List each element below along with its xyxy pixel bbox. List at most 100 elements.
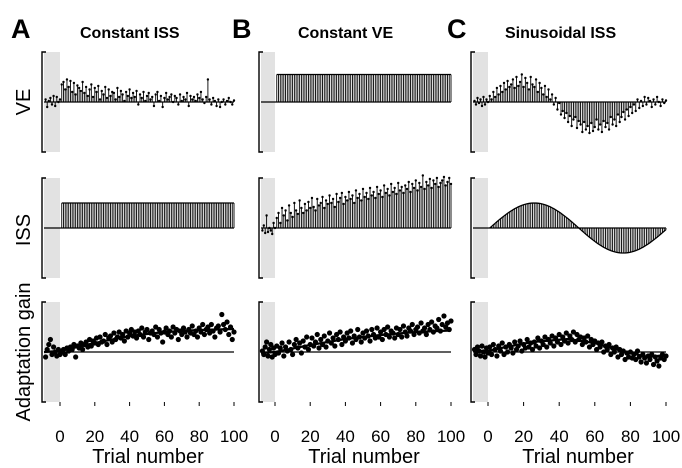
stem-tip-a-0-4	[65, 78, 69, 81]
stem-tip-b-1-36	[337, 200, 340, 204]
stem-tip-b-1-54	[368, 186, 372, 190]
stem-tip-a-0-40	[128, 88, 131, 91]
stem-tip-c-0-49	[574, 115, 577, 119]
stem-tip-b-1-72	[400, 185, 403, 189]
stem-tip-a-0--2	[55, 95, 58, 99]
point-b-96	[441, 313, 447, 319]
row-label-ve: VE	[13, 89, 35, 116]
stem-tip-a-0-74	[187, 104, 190, 108]
stem-tip-c-0-26	[533, 85, 536, 89]
stem-tip-c-0-25	[531, 83, 534, 86]
stem-tip-c-0-23	[527, 88, 531, 91]
stem-tip-a-0-54	[152, 104, 156, 108]
axes-layer	[41, 51, 475, 403]
stem-tip-c-0-92	[650, 105, 653, 109]
point-b-43	[348, 328, 354, 334]
stem-tip-b-1-63	[384, 191, 388, 195]
point-a-48	[140, 334, 147, 340]
row-label-iss: ISS	[13, 214, 35, 246]
stem-tip-b-1-82	[418, 181, 421, 185]
stem-tip-b-1-31	[328, 194, 331, 197]
stem-tip-c-0-67	[606, 121, 609, 125]
x-tick-label-b-20: 20	[301, 427, 320, 446]
stem-tip-c-0-72	[614, 124, 618, 128]
stem-tip-b-1-26	[319, 201, 322, 205]
point-b-64	[385, 324, 391, 330]
stem-tip-a-0-67	[175, 96, 178, 100]
stem-tip-c-0-64	[600, 130, 604, 134]
stem-tip-a-0-94	[222, 98, 225, 101]
row-label-adaptation-gain: Adaptation gain	[13, 282, 35, 421]
point-b-21	[309, 335, 315, 341]
stem-tip-a-0-53	[151, 95, 154, 99]
stem-tip-b-1-8	[287, 204, 291, 207]
stem-tip-c-0-57	[588, 131, 591, 135]
stem-tip-c-0-15	[513, 86, 516, 90]
stem-tip-a-0--7	[47, 99, 50, 103]
stem-tip-c-0-70	[611, 123, 614, 126]
stem-tip-b-1-58	[375, 185, 379, 189]
point-b-52	[363, 328, 370, 334]
point-a-3	[62, 351, 68, 358]
stem-tip-a-0-59	[161, 105, 164, 109]
panel-letter-b: B	[232, 14, 252, 44]
stem-tip-b-1--5	[266, 230, 270, 234]
stem-tip-c-0-36	[550, 93, 554, 96]
point-c-5	[494, 353, 500, 359]
point-b-15	[298, 350, 304, 356]
stem-tip-c-0-58	[590, 121, 593, 125]
stem-tip-a-0-82	[201, 98, 204, 101]
point-b--3	[268, 341, 274, 348]
stem-tip-c-0-85	[638, 106, 641, 110]
stem-tip-c-0-100	[664, 99, 668, 102]
point-b-47	[355, 326, 361, 333]
stem-tip-a-0-45	[137, 103, 140, 106]
stem-tip-b-1-71	[398, 189, 402, 192]
stem-tip-a-0-84	[204, 95, 208, 99]
point-c-64	[599, 339, 605, 345]
point-c-95	[654, 358, 660, 364]
stem-tip-b-1-28	[323, 206, 326, 210]
stem-tip-a-0-58	[159, 94, 163, 98]
stem-tip-b-1-37	[338, 196, 342, 200]
stem-tip-b-1-48	[358, 192, 361, 196]
x-tick-label-b-40: 40	[336, 427, 355, 446]
stem-tip-b-1-52	[365, 191, 368, 195]
stem-tip-a-0-3	[64, 88, 67, 91]
x-tick-label-b-0: 0	[270, 427, 279, 446]
point-a-27	[104, 341, 110, 348]
stem-tip-b-1-38	[340, 191, 344, 195]
stem-tip-a-0-65	[171, 100, 175, 104]
point-a-82	[200, 321, 206, 328]
stem-tip-c-0-61	[595, 118, 598, 121]
stem-tip-b-1-59	[377, 192, 381, 196]
stem-tip-c-0-95	[655, 95, 659, 99]
point-b--5	[265, 353, 271, 359]
stem-tip-b-1-92	[435, 176, 439, 180]
stem-tip-b-1-34	[333, 205, 337, 209]
stem-tip-c-0-84	[636, 98, 639, 101]
stem-tip-a-0-62	[166, 98, 170, 101]
stem-tip-c-0-73	[616, 113, 620, 116]
stem-tip-c-0-52	[579, 123, 582, 126]
point-b-78	[409, 321, 415, 328]
stem-tip-c-0-83	[634, 109, 637, 113]
panel-letter-a: A	[11, 14, 31, 44]
stem-tip-a-0-97	[227, 96, 230, 100]
point-c-86	[638, 359, 644, 365]
stem-tip-a-0--5	[50, 103, 54, 106]
stem-tip-c-0--2	[483, 103, 487, 106]
point-a-31	[111, 330, 117, 336]
point-b--7	[262, 344, 268, 350]
stem-tip-b-1-83	[419, 185, 423, 189]
stem-tip-b-1-39	[342, 202, 345, 206]
point-b-12	[293, 336, 299, 343]
stem-tip-b-1-67	[391, 190, 395, 194]
point-c-56	[585, 333, 591, 339]
stem-tip-a-0-7	[70, 90, 74, 94]
stem-tip-a-0-93	[220, 100, 224, 104]
point-b-28	[321, 333, 327, 339]
stem-tip-a-0--8	[46, 105, 49, 109]
point-a-76	[189, 323, 195, 329]
stem-tip-c-0-2	[490, 98, 493, 101]
